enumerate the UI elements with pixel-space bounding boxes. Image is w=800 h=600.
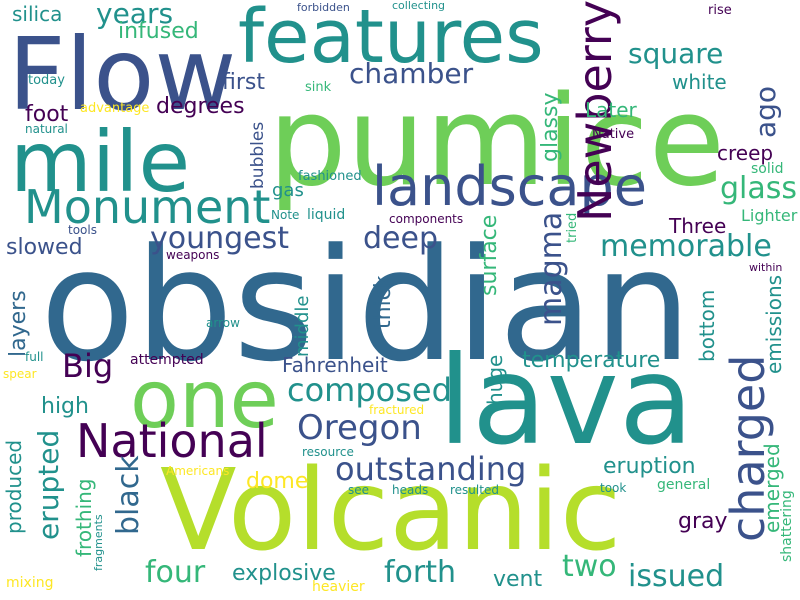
word-four: four — [145, 555, 206, 590]
word-later: Later — [585, 98, 637, 122]
word-sink: sink — [305, 80, 332, 95]
word-issued: issued — [628, 559, 725, 594]
word-ago: ago — [749, 85, 782, 138]
word-landscape: landscape — [372, 155, 648, 218]
word-flow: Flow — [8, 16, 237, 133]
word-eruption: eruption — [603, 454, 696, 479]
word-youngest: youngest — [150, 221, 290, 256]
word-note: Note — [271, 208, 300, 222]
word-mixing: mixing — [6, 575, 54, 591]
word-resource: resource — [302, 445, 354, 459]
word-huge: huge — [483, 354, 507, 405]
word-today: today — [28, 73, 65, 88]
word-attempted: attempted — [130, 352, 204, 368]
word-general: general — [657, 477, 711, 493]
word-high: high — [41, 394, 89, 419]
word-mile: mile — [10, 113, 191, 211]
word-deep: deep — [363, 221, 438, 256]
word-arrow: arrow — [206, 316, 240, 330]
word-fahrenheit: Fahrenheit — [282, 353, 388, 377]
word-components: components — [389, 212, 464, 226]
word-gas: gas — [272, 180, 304, 201]
word-bottom: bottom — [695, 289, 719, 362]
word-one: one — [130, 353, 279, 446]
word-degrees: degrees — [156, 94, 245, 119]
word-national: National — [76, 414, 268, 468]
word-chamber: chamber — [349, 57, 474, 90]
word-liquid: liquid — [307, 207, 346, 223]
word-outstanding: outstanding — [335, 450, 527, 488]
word-spear: spear — [3, 367, 37, 381]
word-shattering: shattering — [779, 490, 795, 562]
word-middle: middle — [292, 295, 313, 357]
word-white: white — [672, 70, 727, 94]
word-fashioned: fashioned — [298, 169, 362, 184]
word-lighter: Lighter — [741, 206, 798, 225]
word-memorable: memorable — [600, 229, 772, 264]
word-americans: Americans — [166, 464, 230, 478]
word-collecting: collecting — [392, 0, 446, 12]
word-took: took — [600, 481, 627, 495]
word-oregon: Oregon — [297, 408, 422, 448]
word-fragments: fragments — [92, 514, 105, 571]
word-bubbles: bubbles — [248, 121, 268, 189]
word-dome: dome — [246, 469, 309, 494]
word-tried: tried — [565, 212, 580, 243]
word-heavier: heavier — [312, 579, 365, 595]
word-glass: glass — [720, 171, 798, 206]
word-two: two — [562, 549, 617, 584]
word-big: Big — [62, 347, 114, 385]
word-vent: vent — [493, 567, 543, 592]
word-native: Native — [592, 127, 635, 142]
word-first: first — [222, 70, 265, 95]
word-advantage: advantage — [80, 101, 150, 116]
word-weapons: weapons — [166, 248, 220, 262]
word-obsidian: obsidian — [40, 215, 692, 396]
word-forbidden: forbidden — [297, 1, 350, 14]
word-rise: rise — [708, 3, 732, 18]
word-features: features — [238, 0, 544, 80]
word-natural: natural — [25, 122, 68, 136]
word-gray: gray — [678, 509, 728, 534]
word-foot: foot — [25, 102, 69, 127]
word-monument: Monument — [24, 180, 271, 234]
word-produced: produced — [2, 439, 26, 534]
word-three: Three — [669, 214, 727, 238]
word-years: years — [96, 0, 174, 30]
word-glassy: glassy — [538, 92, 563, 162]
word-temperature: temperature — [522, 348, 661, 373]
word-layers: layers — [6, 290, 31, 357]
word-silica: silica — [12, 2, 63, 26]
word-emissions: emissions — [762, 274, 786, 374]
word-volcanic: Volcanic — [160, 446, 622, 576]
word-fractured: fractured — [369, 403, 425, 417]
word-composed: composed — [287, 371, 452, 409]
word-magma: magma — [534, 211, 569, 326]
word-square: square — [628, 37, 724, 70]
word-black: black — [111, 455, 146, 535]
word-resulted: resulted — [450, 483, 499, 497]
word-heads: heads — [392, 483, 429, 497]
word-slowed: slowed — [6, 235, 83, 260]
word-infused: infused — [118, 19, 199, 44]
word-frothing: frothing — [72, 478, 96, 557]
word-thick: thick — [371, 275, 396, 329]
word-surface: surface — [477, 214, 502, 296]
word-explosive: explosive — [232, 561, 336, 586]
word-lava: lava — [438, 330, 694, 472]
word-tools: tools — [68, 223, 97, 237]
word-solid: solid — [751, 161, 784, 177]
word-see: see — [348, 483, 370, 497]
word-erupted: erupted — [32, 429, 65, 540]
word-full: full — [25, 350, 44, 364]
word-forth: forth — [384, 555, 457, 590]
word-within: within — [749, 261, 783, 274]
word-creep: creep — [717, 141, 774, 165]
word-pumice: pumice — [268, 70, 726, 214]
